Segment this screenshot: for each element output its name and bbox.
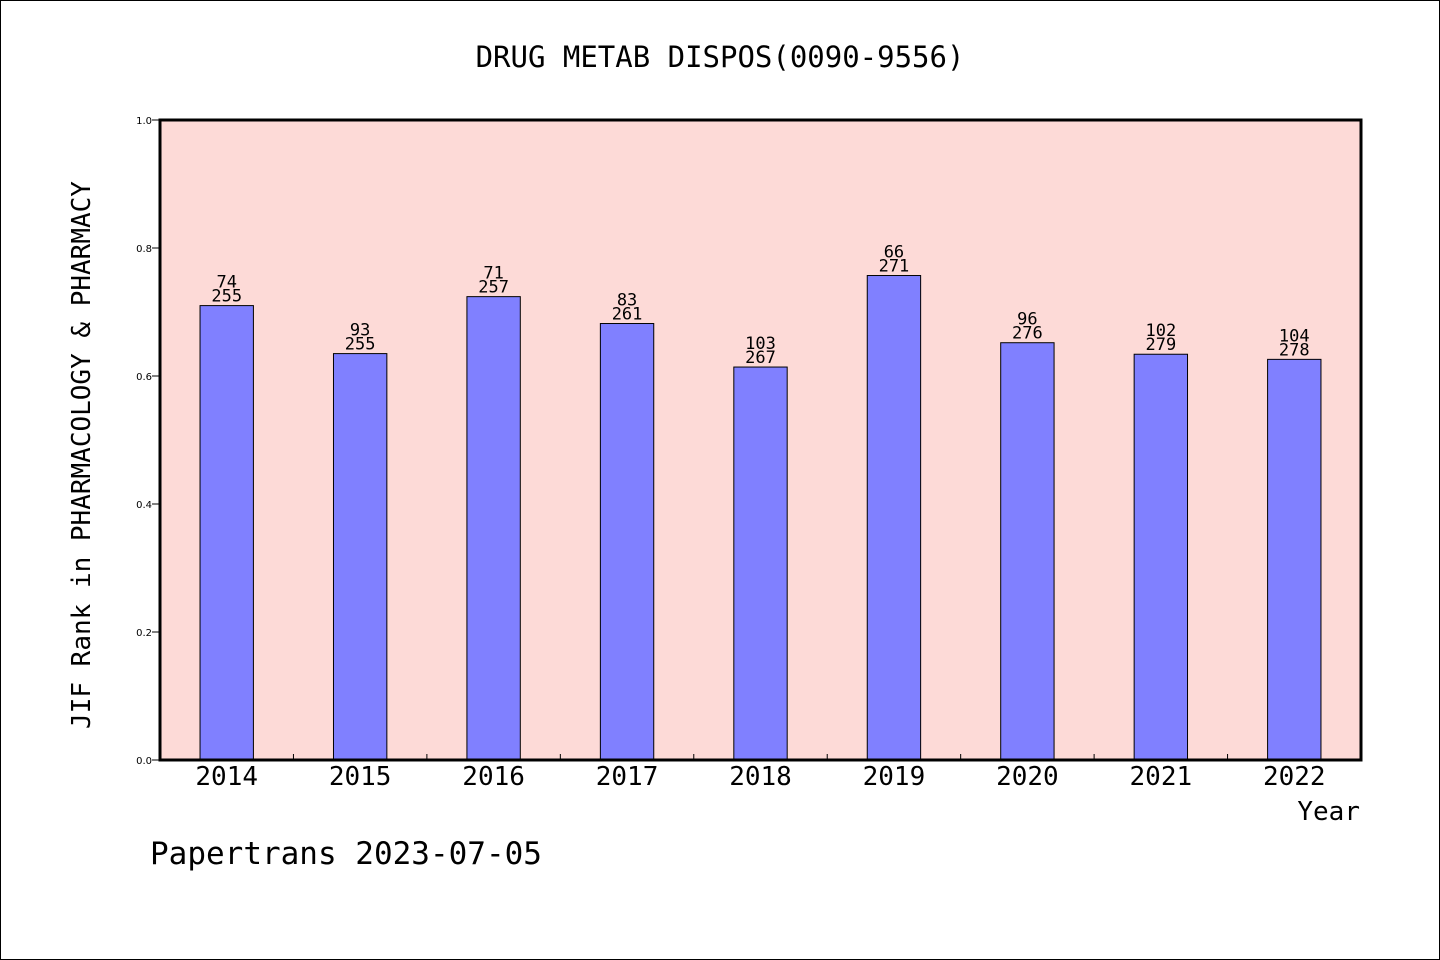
x-tick-label: 2015: [329, 762, 392, 792]
bar-rank-label: 74: [216, 273, 236, 293]
bar-rank-label: 96: [1017, 310, 1037, 330]
x-tick-label: 2021: [1130, 762, 1193, 792]
y-axis: 0.0 0.2 0.4 0.6 0.8 1.0: [136, 116, 160, 767]
bar-rank-label: 103: [745, 334, 776, 354]
bar-total-label: 279: [1145, 335, 1176, 355]
bar-rank-label: 104: [1279, 326, 1310, 346]
bar-rank-label: 93: [350, 321, 370, 341]
bar-total-label: 276: [1012, 324, 1043, 344]
y-tick-label: 0.0: [136, 756, 152, 767]
bar: [1133, 353, 1189, 761]
plot-border: [158, 118, 1363, 762]
bar-total-label: 278: [1279, 340, 1310, 360]
bar-rank-label: 71: [483, 264, 503, 284]
x-tick-label: 2019: [863, 762, 926, 792]
bar-rank-label: 83: [617, 291, 637, 311]
bar-total-label: 255: [211, 287, 242, 307]
y-tick-label: 1.0: [136, 116, 152, 127]
bar: [733, 366, 788, 761]
x-tick-label: 2016: [462, 762, 525, 792]
y-tick-label: 0.8: [136, 244, 152, 255]
x-tick-label: 2017: [596, 762, 659, 792]
bar-total-label: 267: [745, 348, 776, 368]
footer-credit: Papertrans 2023-07-05: [150, 836, 542, 872]
bar-total-label: 257: [478, 278, 509, 298]
y-tick-label: 0.2: [136, 628, 152, 639]
bar: [599, 323, 655, 761]
bar-total-label: 255: [345, 335, 376, 355]
x-tick-label: 2014: [195, 762, 258, 792]
x-tick-label: 2018: [729, 762, 792, 792]
bar-total-label: 261: [612, 305, 643, 325]
bar: [1000, 342, 1055, 761]
bar: [866, 275, 922, 761]
x-axis-label: Year: [1297, 797, 1360, 827]
y-tick-label: 0.4: [136, 500, 152, 511]
x-tick-label: 2022: [1263, 762, 1326, 792]
bar: [466, 296, 521, 761]
x-tick-label: 2020: [996, 762, 1059, 792]
x-axis: 2014 2015 2016 2017 2018 2019 2020 2021 2022: [195, 754, 1326, 792]
bar: [1267, 358, 1322, 761]
bars: [199, 275, 1322, 761]
bar: [332, 353, 388, 761]
y-axis-label: JIF Rank in PHARMACOLOGY & PHARMACY: [67, 181, 97, 729]
bar: [199, 305, 254, 761]
bar-total-label: 271: [879, 257, 910, 277]
bar-rank-label: 66: [884, 243, 904, 263]
bar-rank-label: 102: [1145, 321, 1176, 341]
y-tick-label: 0.6: [136, 372, 152, 383]
chart-title: DRUG METAB DISPOS(0090-9556): [476, 40, 965, 74]
